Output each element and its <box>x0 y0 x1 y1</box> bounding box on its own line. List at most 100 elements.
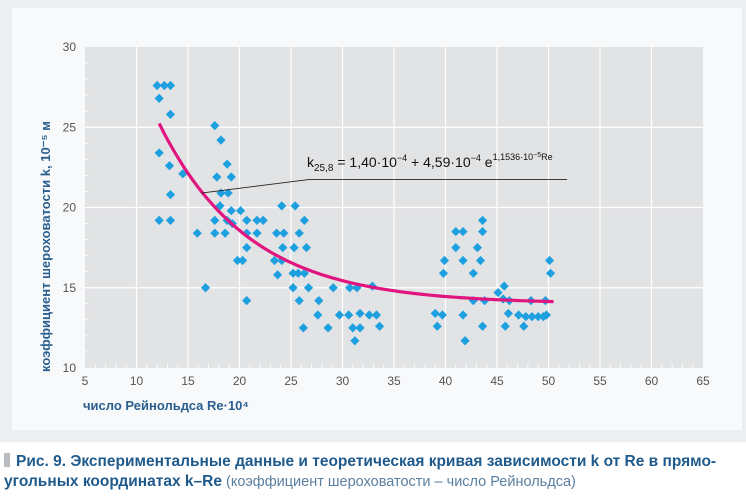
data-point <box>299 268 309 278</box>
x-tick-label: 15 <box>181 374 195 388</box>
data-point <box>235 206 246 216</box>
caption-title: Рис. 9. Экспериментальные данные и теоре… <box>4 453 717 490</box>
data-point <box>165 80 176 91</box>
data-point <box>451 243 461 253</box>
data-point <box>493 287 503 298</box>
data-point <box>477 226 488 237</box>
caption-subtitle: (коэффициент шероховатости – число Рейно… <box>221 474 576 490</box>
y-tick-label: 15 <box>63 281 77 295</box>
data-point <box>237 255 248 266</box>
data-point <box>430 308 440 319</box>
data-point <box>374 321 385 331</box>
fit-curve <box>157 122 554 304</box>
scatter-chart: 5 10 15 20 25 30 35 40 45 50 55 60 65 10 15 20 25 30 k25,… <box>38 40 710 413</box>
data-point <box>164 161 175 171</box>
data-point <box>293 268 303 278</box>
data-point <box>212 172 222 182</box>
data-point <box>521 312 531 322</box>
data-point <box>541 310 552 320</box>
data-point <box>477 321 488 331</box>
figure-caption: Рис. 9. Экспериментальные данные и теоре… <box>4 452 744 492</box>
data-point <box>303 283 314 293</box>
data-point <box>519 321 529 331</box>
data-point <box>279 228 289 238</box>
data-point <box>273 270 283 280</box>
data-point <box>154 93 164 103</box>
data-point <box>222 159 232 169</box>
x-tick-label: 35 <box>387 374 401 388</box>
data-point <box>290 201 300 211</box>
data-point <box>432 321 442 331</box>
y-tick-label: 25 <box>63 120 77 134</box>
x-tick-label: 5 <box>82 374 89 388</box>
data-point <box>298 323 308 333</box>
data-point <box>313 310 323 320</box>
data-point <box>269 255 280 266</box>
x-axis-label: число Рейнольдса Re·10⁴ <box>83 398 249 413</box>
data-point <box>210 215 220 225</box>
data-point <box>216 135 226 145</box>
data-point <box>458 226 468 237</box>
data-point <box>165 215 176 225</box>
x-tick-label: 55 <box>593 374 607 388</box>
data-point <box>242 215 252 225</box>
data-point <box>437 310 448 320</box>
x-tick-label: 60 <box>645 374 659 388</box>
figure-panel: 5 10 15 20 25 30 35 40 45 50 55 60 65 10 15 20 25 30 k25,… <box>0 0 746 442</box>
y-tick-label: 20 <box>63 201 77 215</box>
data-point <box>299 215 309 225</box>
data-point <box>210 228 220 238</box>
data-point <box>328 283 338 293</box>
data-point <box>210 121 220 131</box>
data-point <box>294 295 304 306</box>
data-point <box>475 255 486 266</box>
data-point <box>220 228 230 238</box>
x-tick-label: 40 <box>439 374 453 388</box>
data-point <box>152 80 162 91</box>
x-tick-label: 65 <box>696 374 710 388</box>
data-point <box>314 295 324 306</box>
data-point <box>438 268 449 278</box>
x-tick-label: 25 <box>284 374 298 388</box>
data-point <box>477 215 488 225</box>
data-point <box>159 80 169 91</box>
data-point <box>252 215 262 225</box>
data-point <box>460 336 470 346</box>
data-point <box>350 336 360 346</box>
data-point <box>500 321 510 331</box>
data-point <box>458 310 468 320</box>
data-point <box>355 308 365 319</box>
data-point <box>226 172 236 182</box>
data-point <box>514 310 524 320</box>
data-point <box>458 255 468 266</box>
y-tick-label: 10 <box>63 361 77 375</box>
data-point <box>277 201 287 211</box>
data-point <box>451 226 461 237</box>
data-point <box>242 243 252 253</box>
data-point <box>301 243 312 253</box>
data-point <box>544 255 555 266</box>
data-point <box>538 312 548 322</box>
annotation-leader-line <box>201 178 568 194</box>
data-point <box>154 148 164 158</box>
data-point <box>289 243 299 253</box>
data-point <box>472 243 483 253</box>
data-point <box>271 228 282 238</box>
data-point <box>439 255 450 266</box>
data-point <box>258 215 268 225</box>
data-point <box>288 283 298 293</box>
x-tick-label: 45 <box>490 374 504 388</box>
data-points <box>152 80 556 346</box>
data-point <box>223 188 233 198</box>
data-point <box>355 323 365 333</box>
data-point <box>371 310 382 320</box>
data-point <box>232 255 243 266</box>
data-point <box>345 283 355 293</box>
data-point <box>154 215 164 225</box>
data-point <box>545 268 556 278</box>
caption-marker <box>4 453 10 467</box>
data-point <box>242 295 252 306</box>
data-point <box>165 109 176 120</box>
x-tick-label: 10 <box>130 374 144 388</box>
data-point <box>533 312 543 322</box>
